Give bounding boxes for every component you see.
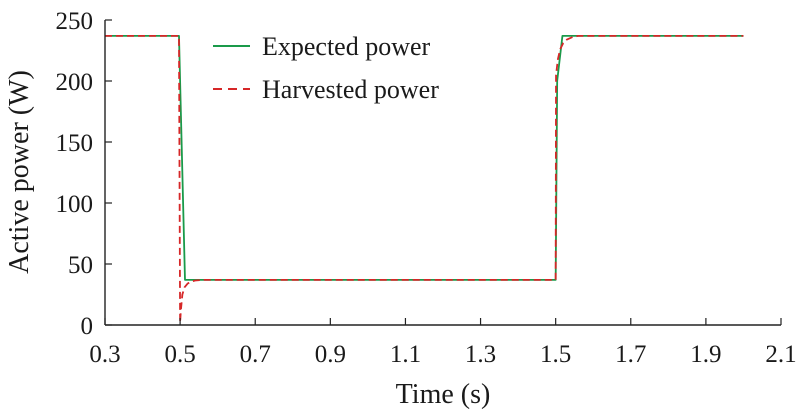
y-axis-title: Active power (W) [4, 70, 35, 274]
legend-entry-expected: Expected power [213, 32, 431, 61]
legend-entry-harvested: Harvested power [213, 75, 439, 104]
x-tick-label: 1.5 [540, 341, 571, 368]
x-tick-label: 0.5 [164, 341, 195, 368]
y-tick-label: 50 [68, 252, 93, 279]
expected-power-line [105, 34, 744, 281]
x-tick-label: 1.1 [390, 341, 421, 368]
axes [104, 20, 781, 326]
x-tick-label: 0.7 [240, 341, 271, 368]
legend-label-harvested: Harvested power [262, 75, 439, 104]
y-tick-label: 0 [81, 313, 94, 340]
x-tick-label: 1.7 [615, 341, 646, 368]
legend: Expected power Harvested power [213, 32, 439, 104]
x-tick-label: 0.3 [89, 341, 120, 368]
x-ticks: 0.3 0.5 0.7 0.9 1.1 1.3 1.5 1.7 1.9 2.1 [89, 318, 797, 368]
legend-label-expected: Expected power [262, 32, 431, 61]
y-tick-label: 200 [56, 69, 94, 96]
x-tick-label: 1.3 [465, 341, 496, 368]
x-tick-label: 0.9 [315, 341, 346, 368]
plot-lines [105, 34, 744, 324]
y-ticks: 0 50 100 150 200 250 [56, 8, 112, 340]
harvested-power-line [105, 34, 744, 324]
x-tick-label: 1.9 [690, 341, 721, 368]
x-axis-title: Time (s) [396, 379, 491, 410]
y-tick-label: 100 [56, 191, 94, 218]
y-tick-label: 250 [56, 8, 94, 35]
x-tick-label: 2.1 [765, 341, 796, 368]
y-tick-label: 150 [56, 130, 94, 157]
